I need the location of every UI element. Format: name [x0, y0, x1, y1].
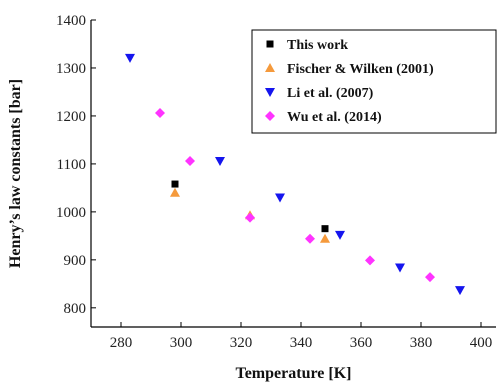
- data-point-series-0: [171, 180, 179, 188]
- data-point-series-3: [155, 108, 165, 119]
- data-point-series-3: [245, 212, 255, 223]
- x-axis-title: Temperature [K]: [236, 365, 352, 382]
- legend-box: [251, 29, 497, 134]
- y-tick-label: 1300: [56, 61, 86, 77]
- legend-label: This work: [287, 38, 348, 53]
- x-tick-label: 280: [110, 335, 133, 351]
- y-axis-title: Henry’s law constants [bar]: [7, 79, 24, 268]
- legend-marker: [265, 88, 275, 97]
- data-point-series-3: [305, 233, 315, 244]
- legend-label: Fischer & Wilken (2001): [287, 62, 434, 77]
- legend-label: Li et al. (2007): [287, 86, 374, 101]
- y-tick-label: 1000: [56, 205, 86, 221]
- plot-axes: [90, 20, 496, 328]
- y-tick-label: 1100: [57, 157, 86, 173]
- data-point-series-3: [185, 156, 195, 167]
- data-point-series-1: [170, 187, 180, 197]
- data-point-series-2: [455, 286, 465, 296]
- y-tick-label: 800: [64, 301, 87, 317]
- legend-marker: [266, 40, 274, 48]
- x-tick-label: 360: [350, 335, 373, 351]
- legend: This work Fischer & Wilken (2001) Li et al…: [251, 29, 497, 134]
- axis-ticks: 280 300 320 340 360 380 400 800 900 1000 1100 1200 1…: [56, 13, 492, 351]
- data-point-series-2: [215, 157, 225, 167]
- data-point-series-0: [321, 225, 329, 233]
- legend-marker: [265, 63, 275, 72]
- data-point-series-3: [425, 272, 435, 283]
- x-tick-label: 340: [290, 335, 313, 351]
- data-point-series-2: [395, 263, 405, 273]
- data-point-series-2: [125, 53, 135, 63]
- y-tick-label: 900: [64, 253, 87, 269]
- data-point-series-3: [365, 255, 375, 266]
- x-tick-label: 400: [470, 335, 493, 351]
- legend-label: Wu et al. (2014): [287, 110, 382, 125]
- data-point-series-2: [275, 193, 285, 203]
- x-tick-label: 380: [410, 335, 433, 351]
- x-tick-label: 320: [230, 335, 253, 351]
- y-tick-label: 1200: [56, 109, 86, 125]
- data-point-series-1: [320, 233, 330, 243]
- data-point-series-2: [335, 230, 345, 240]
- y-tick-label: 1400: [56, 13, 86, 29]
- data-points: [125, 53, 465, 296]
- legend-marker: [265, 111, 275, 121]
- x-tick-label: 300: [170, 335, 193, 351]
